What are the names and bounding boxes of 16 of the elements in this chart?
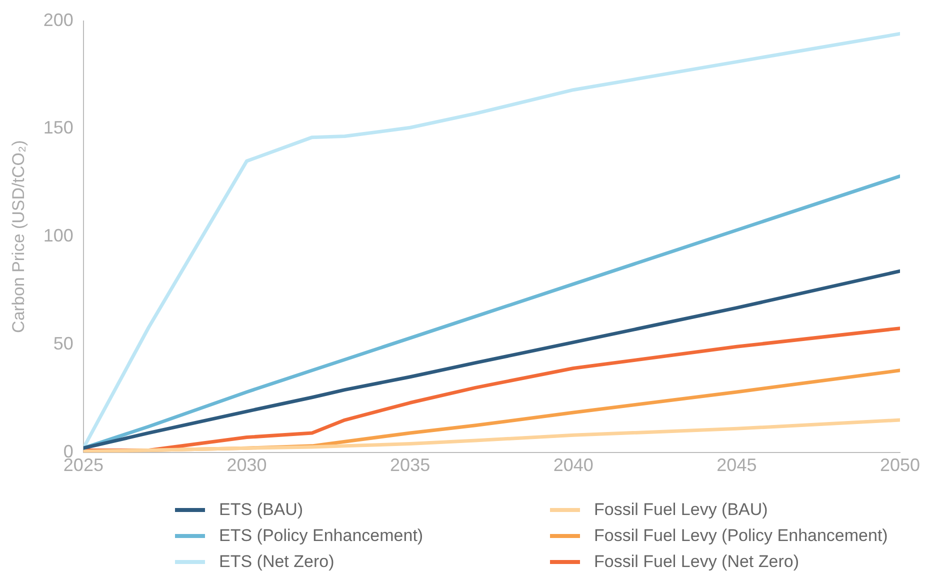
- legend-label: Fossil Fuel Levy (Net Zero): [594, 552, 799, 572]
- legend-label: ETS (BAU): [219, 500, 304, 520]
- legend-label: Fossil Fuel Levy (BAU): [594, 500, 768, 520]
- legend-label: ETS (Policy Enhancement): [219, 526, 424, 546]
- x-tick-label: 2030: [226, 455, 267, 476]
- y-tick-label: 150: [43, 118, 74, 138]
- y-tick-label: 200: [43, 10, 74, 30]
- y-axis-title: Carbon Price (USD/tCO₂): [8, 140, 28, 333]
- x-tick-label: 2045: [716, 455, 757, 476]
- legend-label: ETS (Net Zero): [219, 552, 334, 572]
- x-tick-label: 2050: [880, 455, 920, 476]
- legend-label: Fossil Fuel Levy (Policy Enhancement): [594, 526, 888, 546]
- x-tick-label: 2040: [553, 455, 594, 476]
- x-tick-label: 2035: [390, 455, 430, 476]
- y-tick-label: 100: [43, 226, 74, 246]
- y-tick-label: 50: [53, 333, 74, 354]
